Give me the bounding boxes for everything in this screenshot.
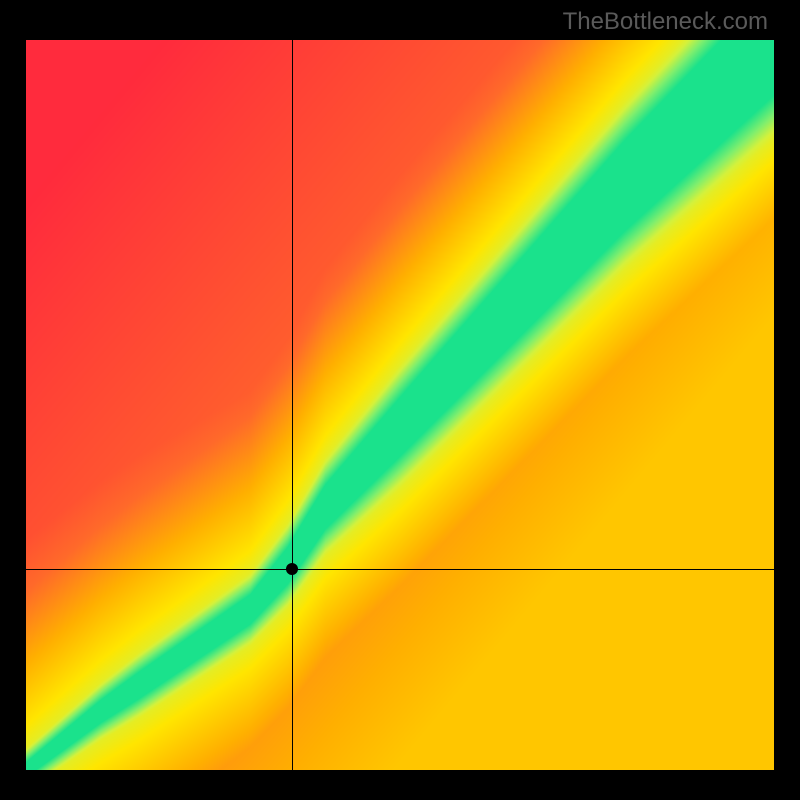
bottleneck-heatmap [26, 40, 774, 770]
crosshair-marker [286, 563, 298, 575]
plot-area [26, 40, 774, 770]
crosshair-horizontal [26, 569, 774, 570]
crosshair-vertical [292, 40, 293, 770]
watermark-text: TheBottleneck.com [563, 8, 768, 36]
